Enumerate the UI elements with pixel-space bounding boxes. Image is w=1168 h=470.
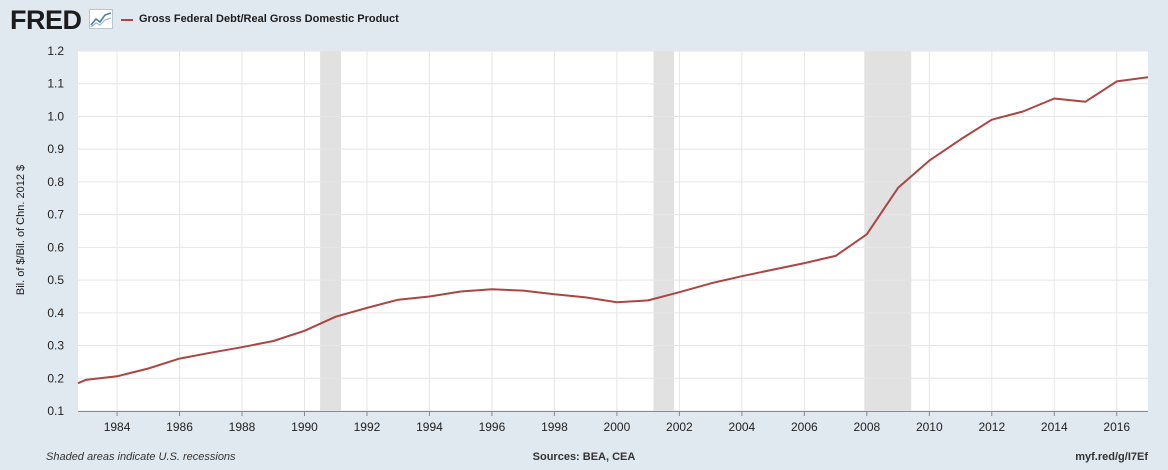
x-tick-label: 2012 [978,420,1005,434]
y-tick-label: 0.6 [47,240,64,254]
y-tick-label: 1.1 [47,77,64,91]
trend-chart-icon [89,9,113,29]
y-axis-label: Bil. of $/Bil. of Chn. 2012 $ [15,164,27,296]
recession-band [320,51,342,411]
y-tick-label: 0.3 [47,339,64,353]
recession-band [864,51,912,411]
x-tick-label: 1984 [104,420,131,434]
x-tick-label: 1996 [479,420,506,434]
y-tick-label: 0.9 [47,142,64,156]
y-tick-label: 0.1 [47,404,64,418]
legend-swatch [121,19,133,21]
x-tick-label: 2000 [604,420,631,434]
x-tick-label: 2010 [916,420,943,434]
x-tick-label: 1988 [229,420,256,434]
x-tick-label: 1994 [416,420,443,434]
short-link[interactable]: myf.red/g/I7Ef [1075,451,1148,463]
y-tick-label: 0.8 [47,175,64,189]
x-tick-label: 2002 [666,420,693,434]
series-line [77,76,1149,385]
x-tick-label: 1986 [166,420,193,434]
chart-header: FRED Gross Federal Debt/Real Gross Domes… [0,0,1168,40]
y-tick-label: 0.7 [47,208,64,222]
sources-text: Sources: BEA, CEA [532,451,636,463]
x-tick-label: 2008 [853,420,880,434]
legend-label: Gross Federal Debt/Real Gross Domestic P… [139,13,399,25]
x-tick-label: 2006 [791,420,818,434]
x-tick-label: 1992 [354,420,381,434]
y-tick-label: 0.4 [47,306,64,320]
recession-band [653,51,675,411]
y-tick-label: 0.2 [47,371,64,385]
plot-area [78,51,1148,411]
x-tick-label: 1990 [291,420,318,434]
fred-logo[interactable]: FRED [10,5,82,35]
x-tick-label: 1998 [541,420,568,434]
x-tick-label: 2016 [1103,420,1130,434]
x-tick-label: 2014 [1041,420,1068,434]
y-tick-label: 0.5 [47,273,64,287]
y-tick-label: 1.2 [47,44,64,58]
y-tick-label: 1.0 [47,109,64,123]
x-tick-label: 2004 [729,420,756,434]
recession-note: Shaded areas indicate U.S. recessions [46,451,236,463]
